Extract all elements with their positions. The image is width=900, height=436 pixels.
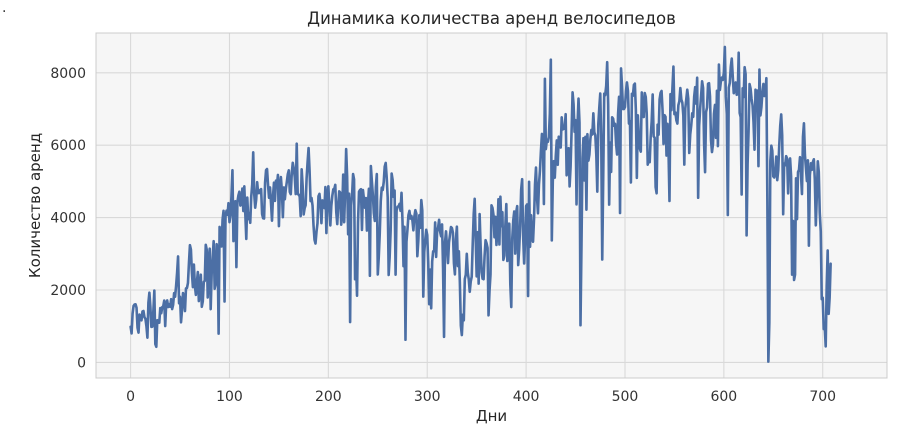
x-tick-label: 0: [126, 389, 135, 405]
plot-frame: [95, 32, 888, 379]
x-tick-label: 700: [809, 389, 836, 405]
y-tick-label: 6000: [50, 138, 86, 154]
y-tick-labels: 0 2000 4000 6000 8000: [50, 66, 86, 372]
x-tick-label: 200: [315, 389, 342, 405]
x-tick-labels: 0 100 200 300 400 500 600 700: [126, 389, 836, 405]
stray-mark: .: [2, 0, 7, 16]
y-tick-label: 8000: [50, 66, 86, 82]
series-group: [129, 45, 832, 363]
y-axis-label: Количество аренд: [26, 133, 44, 278]
x-tick-label: 600: [710, 389, 737, 405]
chart-title: Динамика количества аренд велосипедов: [307, 9, 676, 28]
series-line: [129, 45, 832, 363]
x-axis-label: Дни: [476, 407, 507, 425]
x-tick-label: 400: [513, 389, 540, 405]
x-tick-label: 500: [612, 389, 639, 405]
x-tick-label: 100: [216, 389, 243, 405]
x-tick-label: 300: [414, 389, 441, 405]
y-tick-label: 4000: [50, 211, 86, 227]
y-tick-label: 0: [77, 355, 86, 371]
y-tick-label: 2000: [50, 283, 86, 299]
